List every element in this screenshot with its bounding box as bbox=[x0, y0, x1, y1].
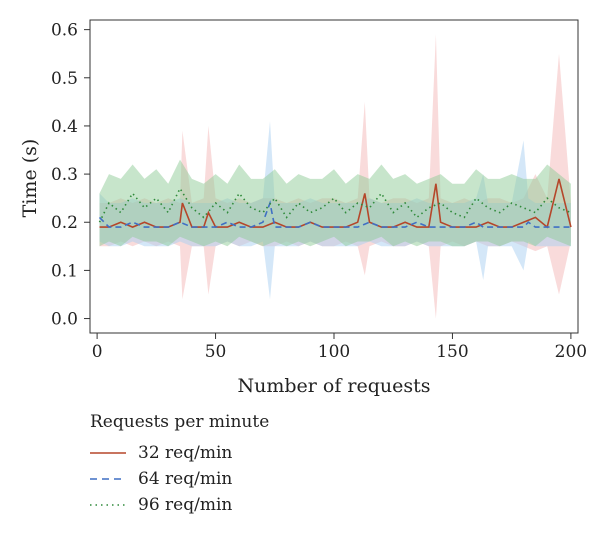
y-tick-label: 0.1 bbox=[51, 261, 78, 281]
legend-item-64: 64 req/min bbox=[90, 466, 269, 492]
x-tick-label: 100 bbox=[318, 342, 350, 362]
series-band-2 bbox=[99, 159, 571, 247]
legend-swatch-96 bbox=[90, 504, 126, 506]
legend: Requests per minute 32 req/min 64 req/mi… bbox=[90, 412, 269, 518]
y-tick-label: 0.5 bbox=[51, 69, 78, 89]
legend-label-96: 96 req/min bbox=[138, 495, 233, 515]
x-tick-label: 150 bbox=[436, 342, 468, 362]
x-tick-label: 200 bbox=[555, 342, 587, 362]
legend-swatch-32 bbox=[90, 452, 126, 454]
legend-swatch-64 bbox=[90, 478, 126, 480]
y-tick-label: 0.6 bbox=[51, 21, 78, 41]
legend-item-32: 32 req/min bbox=[90, 440, 269, 466]
x-axis-label: Number of requests bbox=[237, 375, 430, 397]
x-axis: 0 50 100 150 200 bbox=[92, 333, 587, 362]
lines-layer bbox=[98, 178, 572, 229]
legend-item-96: 96 req/min bbox=[90, 492, 269, 518]
series-line-1 bbox=[98, 200, 571, 228]
x-tick-label: 50 bbox=[205, 342, 227, 362]
legend-label-64: 64 req/min bbox=[138, 469, 233, 489]
bands-layer bbox=[99, 34, 571, 319]
y-tick-label: 0.0 bbox=[51, 310, 78, 330]
y-tick-label: 0.2 bbox=[51, 213, 78, 233]
x-tick-label: 0 bbox=[92, 342, 103, 362]
y-axis: 0.0 0.1 0.2 0.3 0.4 0.5 0.6 bbox=[51, 21, 90, 330]
y-axis-label: Time (s) bbox=[19, 139, 41, 218]
legend-title: Requests per minute bbox=[90, 412, 270, 432]
y-tick-label: 0.4 bbox=[51, 117, 78, 137]
y-tick-label: 0.3 bbox=[51, 165, 78, 185]
legend-label-32: 32 req/min bbox=[138, 443, 233, 463]
line-chart: 0 50 100 150 200 0.0 0.1 0.2 0.3 0.4 0.5 0.6 Numbe… bbox=[19, 19, 587, 397]
